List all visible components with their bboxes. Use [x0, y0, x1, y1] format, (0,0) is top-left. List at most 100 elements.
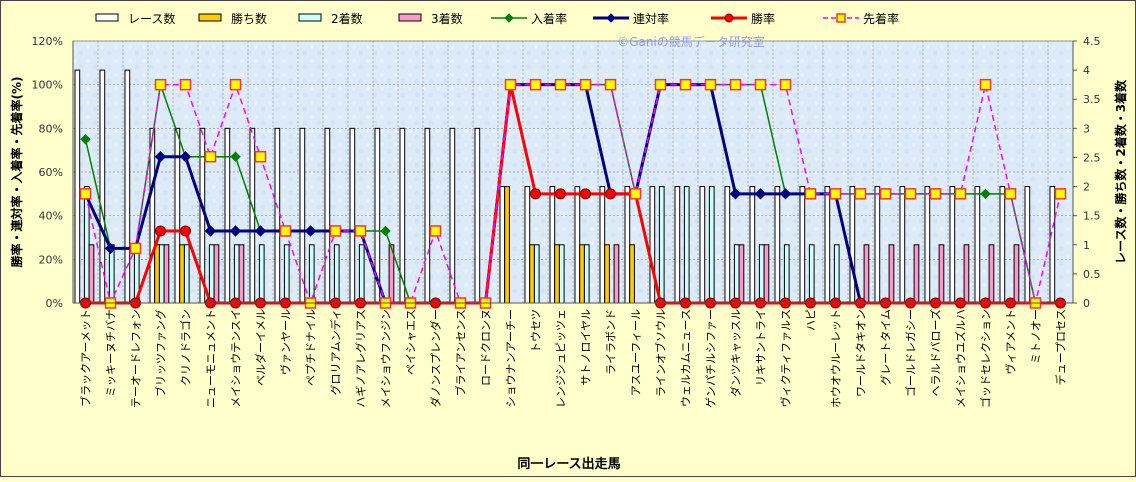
point-win-rate	[580, 188, 591, 200]
point-win-rate	[605, 188, 616, 200]
legend-swatch-third	[398, 13, 422, 22]
legend-item-ahead-rate: 先着率	[823, 11, 899, 26]
bar-races	[549, 186, 556, 304]
bar-races	[924, 186, 931, 304]
y-tick-label-right: 0.5	[1083, 268, 1101, 281]
x-tick-label: グロリアムンディ	[329, 309, 343, 395]
legend-item-races: レース数	[95, 11, 175, 26]
point-place-rate	[380, 225, 391, 237]
y-tick-label-right: 3.5	[1083, 93, 1101, 106]
bar-second	[358, 244, 365, 304]
x-tick-label: デュープロセス	[1054, 309, 1068, 385]
x-tick-label: ヘラルドバローズ	[929, 309, 943, 396]
bar-races	[874, 186, 881, 304]
point-place-rate	[80, 134, 91, 145]
x-tick-label: グレートタイム	[879, 309, 893, 386]
x-tick-label: ダンツキャッスル	[729, 309, 743, 397]
bar-races	[674, 186, 681, 304]
y-tick-label-left: 0%	[46, 297, 63, 310]
bar-third	[613, 244, 620, 304]
y-axis-left-title: 勝率・連対率・入着率・先着率(%)	[9, 77, 24, 268]
x-tick-label: アスユーフィール	[630, 309, 643, 396]
x-tick-label: ヴィクティファルス	[779, 309, 793, 407]
x-tick-label: ゴッドセレクション	[979, 309, 993, 408]
axes: 0% 20% 40% 60% 80% 100% 120% 0 0.5 1 1.5 2 2.5 3 3.5 4 4…	[32, 35, 1101, 408]
point-ahead-rate	[354, 225, 367, 237]
bar-races	[299, 127, 306, 304]
y-tick-label-right: 0	[1083, 297, 1090, 310]
bar-races	[324, 127, 331, 304]
legend-marker-place-rate	[504, 13, 514, 23]
point-ahead-rate	[604, 78, 617, 91]
bar-races	[824, 186, 831, 304]
bar-races	[649, 186, 656, 304]
bar-races	[249, 127, 256, 304]
x-tick-label: トウセツ	[530, 309, 543, 353]
bar-wins	[604, 244, 610, 304]
y-axis-right-title: レース数・勝ち数・2着数・3着数	[1113, 79, 1128, 264]
x-tick-label: ホウオウルーレット	[830, 309, 843, 408]
bar-wins	[579, 244, 585, 304]
legend-item-wins: 勝ち数	[198, 11, 267, 26]
point-place-rate	[980, 188, 991, 200]
bar-second	[658, 186, 665, 304]
bar-races	[574, 186, 581, 304]
point-ahead-rate	[829, 188, 842, 200]
y-tick-label-left: 100%	[32, 79, 63, 92]
legend-item-win-rate: 勝率	[711, 11, 775, 26]
x-tick-label: リキサントライ	[755, 309, 768, 386]
bar-races	[1049, 186, 1056, 304]
bar-second	[733, 244, 740, 304]
y-tick-label-right: 2	[1083, 181, 1090, 194]
y-tick-label-left: 80%	[39, 122, 63, 135]
point-ahead-rate	[154, 78, 167, 91]
point-quinella-rate	[179, 151, 192, 163]
point-ahead-rate	[904, 188, 917, 200]
y-tick-label-right: 1.5	[1083, 210, 1101, 223]
point-ahead-rate	[579, 78, 592, 91]
legend-item-third: 3着数	[398, 11, 463, 26]
legend-marker-ahead-rate	[836, 13, 846, 23]
bar-races	[99, 69, 106, 304]
watermark: ©Ganiの競馬データ研究室	[617, 34, 765, 49]
point-ahead-rate	[979, 78, 992, 91]
x-tick-label: ゲンパチルシファー	[705, 309, 718, 408]
point-ahead-rate	[504, 78, 517, 91]
point-ahead-rate	[554, 78, 567, 91]
x-tick-label: メイショウフンジン	[380, 309, 393, 408]
legend-item-place-rate: 入着率	[491, 11, 567, 26]
x-tick-label: メイショウユズルハ	[954, 309, 968, 408]
x-tick-label: テーオードレフォン	[130, 309, 143, 408]
bar-third	[888, 244, 895, 304]
point-ahead-rate	[279, 225, 292, 237]
x-tick-label: ワールドタキオン	[855, 309, 868, 397]
bar-wins	[629, 244, 635, 304]
point-ahead-rate	[654, 78, 667, 91]
point-quinella-rate	[779, 188, 792, 200]
bar-second	[583, 244, 590, 304]
point-ahead-rate	[329, 225, 342, 237]
bar-races	[849, 186, 856, 304]
bar-second	[558, 244, 565, 304]
x-tick-label: ミッキーヌチバナ	[105, 309, 118, 397]
point-win-rate	[155, 225, 166, 237]
bar-third	[963, 244, 970, 304]
x-tick-label: ハギノアレグリアス	[354, 309, 368, 408]
bar-wins	[179, 244, 185, 304]
legend-label-races: レース数	[128, 11, 175, 26]
bar-races	[274, 127, 281, 304]
bar-wins	[154, 244, 160, 304]
point-ahead-rate	[254, 150, 267, 163]
bar-third	[863, 244, 870, 304]
legend-label-place-rate: 入着率	[531, 11, 567, 26]
point-ahead-rate	[229, 78, 242, 91]
bar-third	[1013, 244, 1020, 304]
bar-races	[999, 186, 1006, 304]
point-ahead-rate	[629, 188, 642, 200]
bars	[74, 69, 1056, 304]
point-ahead-rate	[954, 188, 967, 200]
x-tick-label: ミトノオー	[1030, 309, 1043, 364]
legend-swatch-races	[95, 13, 119, 22]
point-quinella-rate	[104, 242, 117, 255]
